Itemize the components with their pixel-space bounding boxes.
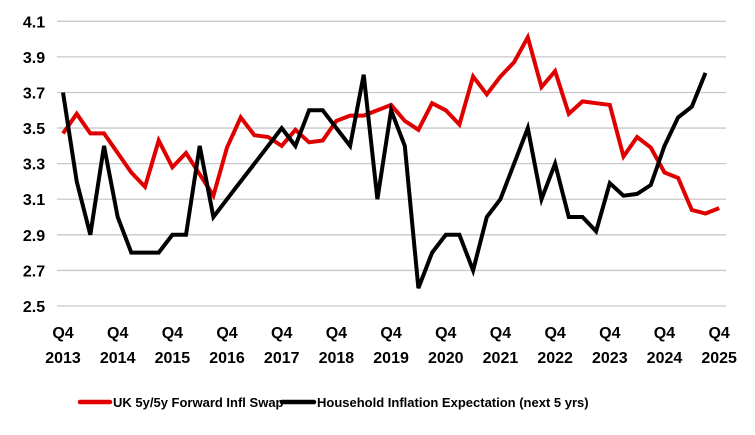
series-line-household-expectation (61, 72, 708, 289)
series-lines (61, 32, 720, 289)
legend-item-uk-swap: UK 5y/5y Forward Infl Swap (77, 395, 284, 410)
y-tick-label: 3.9 (23, 50, 45, 67)
y-tick-label: 3.1 (23, 192, 45, 209)
x-tick-label-year: 2025 (701, 350, 737, 367)
y-tick-label: 2.7 (23, 263, 45, 280)
x-tick-label-quarter: Q4 (708, 325, 729, 342)
x-tick-label-year: 2016 (209, 350, 245, 367)
x-tick-label-year: 2013 (45, 350, 81, 367)
y-tick-label: 3.7 (23, 85, 45, 102)
legend-label-household-expectation: Household Inflation Expectation (next 5 … (317, 395, 589, 410)
x-tick-label-quarter: Q4 (380, 325, 401, 342)
x-tick-label-quarter: Q4 (216, 325, 237, 342)
y-tick-label: 2.5 (23, 299, 45, 316)
legend: UK 5y/5y Forward Infl Swap Household Inf… (77, 395, 589, 410)
x-tick-label-year: 2018 (319, 350, 355, 367)
x-tick-label-year: 2014 (100, 350, 136, 367)
gridlines (57, 20, 726, 307)
x-tick-label-year: 2020 (428, 350, 464, 367)
y-tick-label: 2.9 (23, 228, 45, 245)
y-axis-tick-labels: 2.5 2.7 2.9 3.1 3.3 3.5 3.7 3.9 4.1 (23, 14, 45, 316)
x-tick-label-year: 2024 (647, 350, 683, 367)
x-tick-label-quarter: Q4 (544, 325, 565, 342)
x-tick-label-quarter: Q4 (271, 325, 292, 342)
x-tick-label-quarter: Q4 (654, 325, 675, 342)
x-tick-label-quarter: Q4 (490, 325, 511, 342)
x-axis-tick-labels: Q4 2013 Q4 2014 Q4 2015 Q4 2016 Q4 2017 Q4 2018 Q4 20… (45, 325, 737, 367)
x-tick-label-year: 2015 (155, 350, 191, 367)
y-tick-label: 3.5 (23, 121, 45, 138)
x-tick-label-quarter: Q4 (326, 325, 347, 342)
series-line-uk-swap (61, 32, 720, 216)
legend-label-uk-swap: UK 5y/5y Forward Infl Swap (113, 395, 284, 410)
x-tick-label-year: 2017 (264, 350, 300, 367)
x-tick-label-year: 2023 (592, 350, 628, 367)
x-tick-label-quarter: Q4 (435, 325, 456, 342)
legend-item-household-expectation: Household Inflation Expectation (next 5 … (279, 395, 589, 410)
x-tick-label-quarter: Q4 (599, 325, 620, 342)
x-tick-label-year: 2019 (373, 350, 409, 367)
x-tick-label-year: 2022 (537, 350, 573, 367)
x-tick-label-quarter: Q4 (52, 325, 73, 342)
x-tick-label-quarter: Q4 (107, 325, 128, 342)
y-tick-label: 3.3 (23, 157, 45, 174)
x-tick-label-year: 2021 (483, 350, 519, 367)
y-tick-label: 4.1 (23, 14, 45, 31)
x-tick-label-quarter: Q4 (162, 325, 183, 342)
